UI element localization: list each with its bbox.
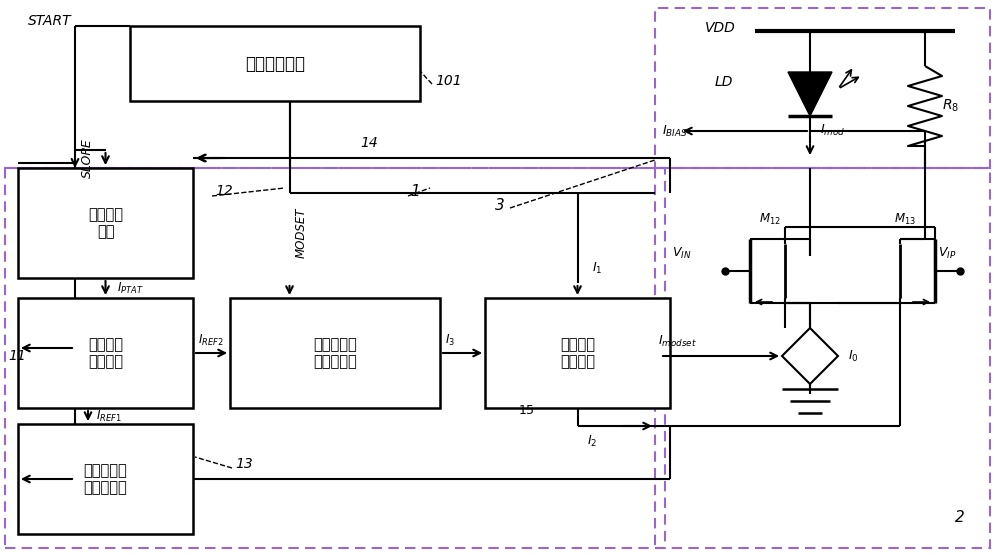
Text: START: START <box>28 14 72 28</box>
Text: $I_{modset}$: $I_{modset}$ <box>658 334 697 349</box>
Text: $V_{IP}$: $V_{IP}$ <box>938 245 956 261</box>
Text: $I_2$: $I_2$ <box>587 434 598 449</box>
Text: $V_{IN}$: $V_{IN}$ <box>672 245 691 261</box>
Text: $I_{PTAT}$: $I_{PTAT}$ <box>118 280 144 296</box>
Text: 12: 12 <box>215 184 233 198</box>
FancyBboxPatch shape <box>130 26 420 101</box>
Text: $I_{mod}$: $I_{mod}$ <box>820 122 845 137</box>
Text: $15$: $15$ <box>518 405 534 418</box>
Text: $M_{13}$: $M_{13}$ <box>894 211 916 226</box>
Text: LD: LD <box>715 75 733 89</box>
FancyBboxPatch shape <box>18 424 193 534</box>
Text: $I_{REF2}$: $I_{REF2}$ <box>198 332 224 348</box>
Text: 3: 3 <box>495 198 505 214</box>
Text: 2: 2 <box>955 510 965 525</box>
Text: 调制电流
产生模块: 调制电流 产生模块 <box>560 337 595 369</box>
FancyBboxPatch shape <box>18 168 193 278</box>
Text: $I_3$: $I_3$ <box>445 332 455 348</box>
Text: SLOPE: SLOPE <box>80 138 94 178</box>
FancyBboxPatch shape <box>230 298 440 408</box>
Text: 11: 11 <box>8 349 26 363</box>
Text: $M_{12}$: $M_{12}$ <box>759 211 781 226</box>
Text: $R_8$: $R_8$ <box>942 98 959 114</box>
FancyBboxPatch shape <box>18 298 193 408</box>
Text: $I_0$: $I_0$ <box>848 349 859 364</box>
Text: $I_{REF1}$: $I_{REF1}$ <box>96 409 122 424</box>
Text: $I_{BIAS}$: $I_{BIAS}$ <box>662 123 688 138</box>
Text: 起始补偿温
度设定模块: 起始补偿温 度设定模块 <box>84 463 127 495</box>
Polygon shape <box>782 328 838 384</box>
Text: 斜率设定
模块: 斜率设定 模块 <box>88 207 123 239</box>
Text: MODSET: MODSET <box>295 208 308 258</box>
Text: $I_1$: $I_1$ <box>592 260 603 276</box>
Text: 101: 101 <box>435 74 462 88</box>
Text: 偏置电流
产生模块: 偏置电流 产生模块 <box>88 337 123 369</box>
FancyBboxPatch shape <box>485 298 670 408</box>
Text: 13: 13 <box>235 457 253 471</box>
Text: 1: 1 <box>410 183 420 198</box>
Text: 基本调制电
流产生模块: 基本调制电 流产生模块 <box>313 337 357 369</box>
Text: VDD: VDD <box>705 21 736 35</box>
Text: 14: 14 <box>360 136 378 150</box>
Text: 微处理器单元: 微处理器单元 <box>245 54 305 72</box>
Polygon shape <box>788 72 832 116</box>
